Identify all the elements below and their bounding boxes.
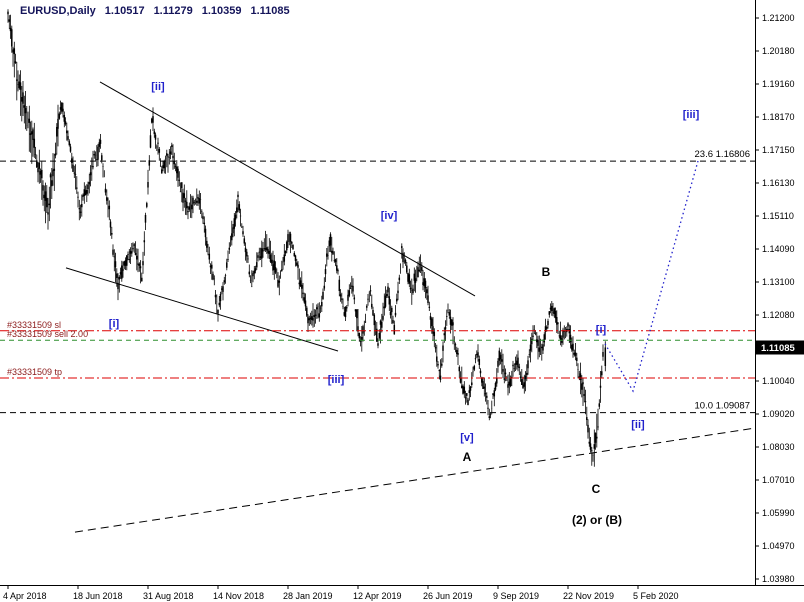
wave-label[interactable]: [ii] [631,419,645,431]
wave-label[interactable]: [iv] [381,210,398,222]
wave-label[interactable]: [iii] [328,374,345,386]
candlesticks [7,9,607,467]
trendline-3[interactable] [74,427,755,533]
price-tick-label: 1.21200 [762,13,795,23]
fib-level-label-1: 23.6 1.16806 [695,149,750,160]
chart-annotations: [ii] [i] [iv] [iii] [v] [i] [ii] [iii] B A C (2) or… [109,81,700,527]
time-tick-label: 12 Apr 2019 [353,591,402,601]
order-tp-label: #33331509 tp [7,367,62,377]
price-tick-label: 1.03980 [762,574,795,584]
time-tick-label: 14 Nov 2018 [213,591,264,601]
candle-wicks [7,9,606,467]
time-tick-label: 28 Jan 2019 [283,591,333,601]
price-tick-label: 1.04970 [762,541,795,551]
wave-label[interactable]: [i] [596,324,607,336]
current-price-box [756,340,804,355]
fib-level-label-2: 10.0 1.09087 [695,401,750,412]
wave-projection-path[interactable] [604,160,699,393]
candle-bodies [7,11,607,456]
order-sell-label: #33331509 sell 2.00 [7,329,88,339]
price-tick-label: 1.17150 [762,145,795,155]
price-tick-label: 1.20180 [762,46,795,56]
price-tick-label: 1.07010 [762,475,795,485]
price-tick-label: 1.09020 [762,409,795,419]
price-tick-label: 1.18170 [762,112,795,122]
trendline-2[interactable] [65,267,339,352]
time-tick-label: 4 Apr 2018 [3,591,47,601]
trendline-1[interactable] [99,81,476,297]
wave-letter[interactable]: B [542,265,551,279]
price-tick-label: 1.13100 [762,277,795,287]
time-axis-background [0,586,804,602]
time-tick-label: 18 Jun 2018 [73,591,123,601]
wave-label[interactable]: [v] [460,432,474,444]
price-tick-label: 1.12080 [762,310,795,320]
wave-letter[interactable]: (2) or (B) [572,513,622,527]
price-tick-label: 1.14090 [762,244,795,254]
time-tick-label: 31 Aug 2018 [143,591,194,601]
price-tick-label: 1.05990 [762,508,795,518]
price-tick-label: 1.08030 [762,442,795,452]
wave-letter[interactable]: C [592,482,601,496]
time-tick-label: 26 Jun 2019 [423,591,473,601]
price-tick-label: 1.19160 [762,79,795,89]
time-tick-label: 22 Nov 2019 [563,591,614,601]
price-axis-background [756,0,804,602]
current-price-value: 1.11085 [761,343,796,354]
order-sl-label: #33331509 sl [7,320,61,330]
time-tick-label: 5 Feb 2020 [633,591,679,601]
price-tick-label: 1.16130 [762,178,795,188]
price-tick-label: 1.10040 [762,376,795,386]
time-tick-label: 9 Sep 2019 [493,591,539,601]
wave-letter[interactable]: A [463,450,472,464]
wave-label[interactable]: [iii] [683,109,700,121]
wave-label[interactable]: [i] [109,318,120,330]
price-tick-label: 1.15110 [762,211,794,221]
wave-label[interactable]: [ii] [151,81,165,93]
